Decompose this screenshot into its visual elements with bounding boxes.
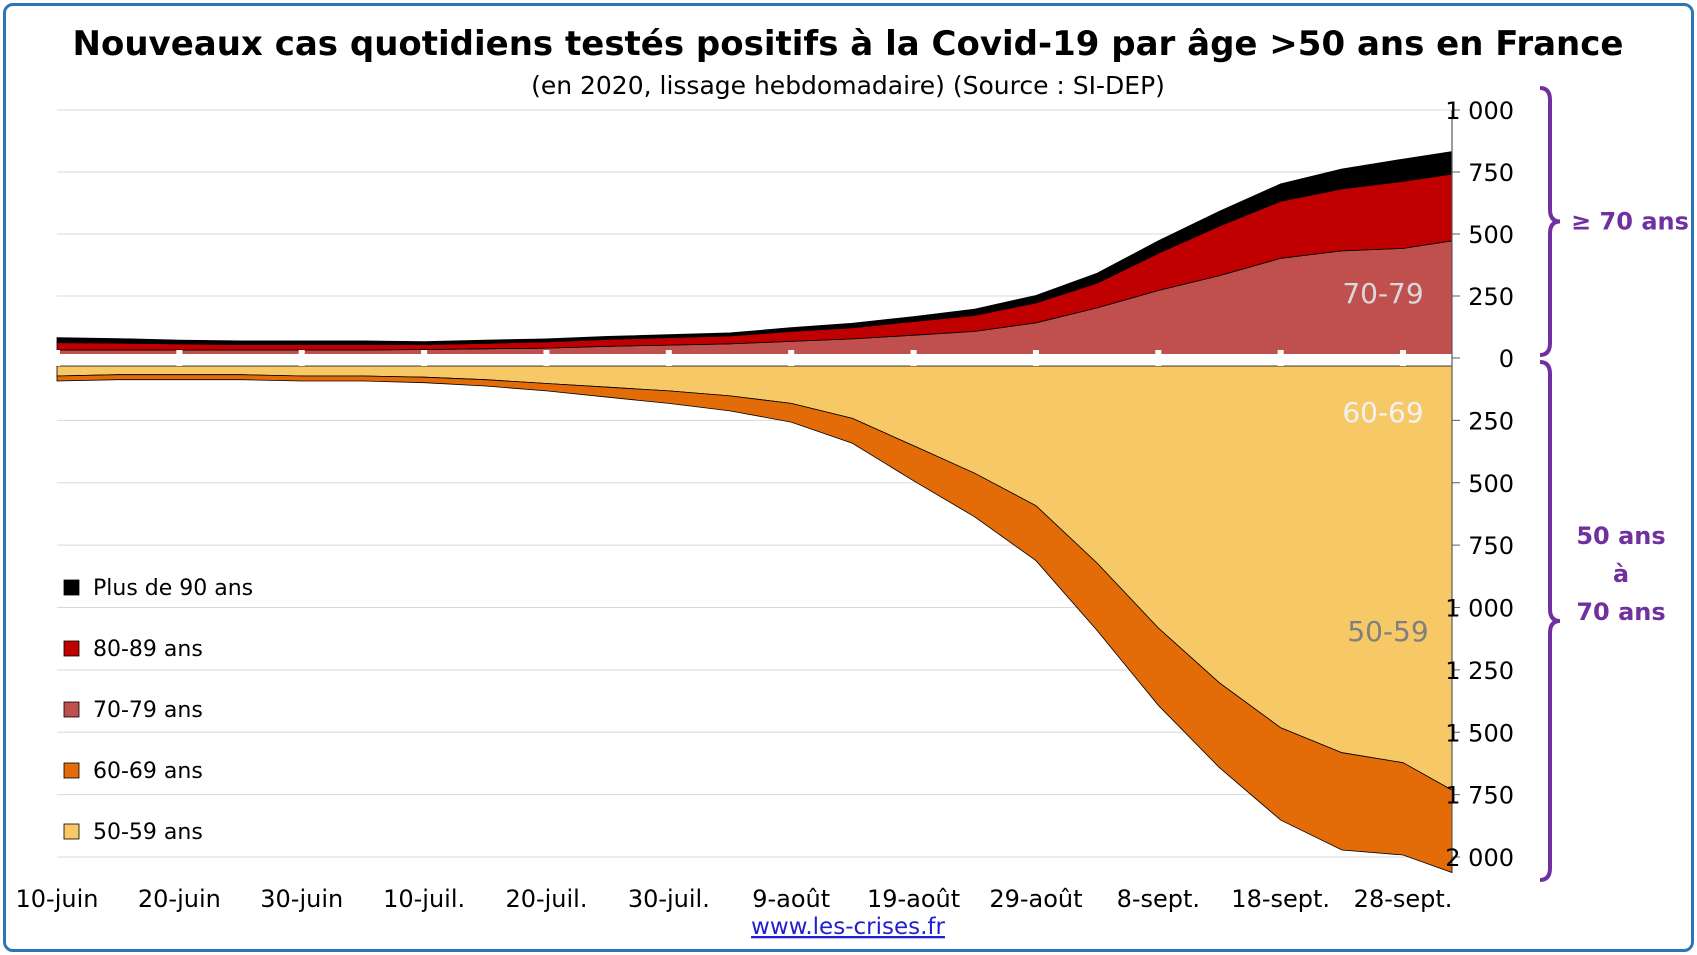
y-axis: 1 000 750 500 250 0 250 500 750 1 000 1 250 1 500 1… [1445, 97, 1514, 872]
area-series [56, 151, 1453, 874]
legend-swatch [63, 579, 80, 596]
y-tick-label: 1 250 [1445, 657, 1514, 685]
x-tick-label: 19-août [867, 885, 960, 913]
zero-band [57, 354, 1452, 362]
series-label: 50-59 [1347, 615, 1428, 648]
y-tick-label: 0 [1499, 345, 1514, 373]
legend-swatch [63, 640, 80, 657]
chart-title: Nouveaux cas quotidiens testés positifs … [73, 24, 1624, 64]
x-tick-label: 18-sept. [1231, 885, 1330, 913]
source-link[interactable]: www.les-crises.fr [751, 914, 945, 940]
y-tick-label: 1 500 [1445, 719, 1514, 747]
legend-swatch [63, 823, 80, 840]
y-tick-label: 1 000 [1445, 97, 1514, 125]
x-tick-mark [910, 350, 917, 366]
x-tick-mark [665, 350, 672, 366]
y-tick-label: 500 [1468, 221, 1514, 249]
bracket-label: 50 ans [1576, 522, 1665, 550]
y-tick-label: 1 000 [1445, 595, 1514, 623]
legend: Plus de 90 ans 80-89 ans 70-79 ans 60-69 an… [63, 576, 253, 845]
x-tick-mark [176, 350, 183, 366]
series-labels: 70-79 60-69 50-59 [1342, 277, 1428, 648]
x-tick-label: 20-juin [138, 885, 221, 913]
x-tick-label: 20-juil. [505, 885, 587, 913]
x-tick-label: 30-juin [260, 885, 343, 913]
x-tick-mark [1032, 350, 1039, 366]
x-tick-mark [788, 350, 795, 366]
bracket [1539, 86, 1561, 357]
series-label: 60-69 [1342, 396, 1423, 429]
x-tick-label: 10-juil. [383, 885, 465, 913]
x-tick-mark [543, 350, 550, 366]
zero-line [54, 350, 1452, 366]
y-tick-label: 1 750 [1445, 782, 1514, 810]
x-tick-mark [1400, 350, 1407, 366]
x-tick-label: 28-sept. [1354, 885, 1453, 913]
legend-label: 50-59 ans [93, 820, 203, 845]
x-tick-mark [54, 350, 60, 366]
series-label: 70-79 [1342, 277, 1423, 310]
x-tick-label: 29-août [989, 885, 1082, 913]
y-tick-label: 2 000 [1445, 844, 1514, 872]
y-tick-label: 250 [1468, 283, 1514, 311]
y-tick-label: 750 [1468, 532, 1514, 560]
x-tick-mark [298, 350, 305, 366]
legend-label: 80-89 ans [93, 637, 203, 662]
y-tick-label: 500 [1468, 470, 1514, 498]
age-brackets: ≥ 70 ans 50 ans à 70 ans [1539, 86, 1689, 882]
bracket-label: à [1613, 560, 1629, 588]
chart-subtitle: (en 2020, lissage hebdomadaire) (Source … [531, 71, 1165, 100]
legend-swatch [63, 701, 80, 718]
x-tick-mark [1155, 350, 1162, 366]
x-tick-mark [421, 350, 428, 366]
y-tick-label: 250 [1468, 407, 1514, 435]
y-tick-label: 750 [1468, 159, 1514, 187]
bracket-label: ≥ 70 ans [1571, 208, 1689, 236]
legend-label: 70-79 ans [93, 698, 203, 723]
x-tick-label: 30-juil. [628, 885, 710, 913]
x-tick-label: 9-août [752, 885, 830, 913]
bracket [1539, 360, 1561, 882]
legend-label: Plus de 90 ans [93, 576, 253, 601]
x-axis: 10-juin 20-juin 30-juin 10-juil. 20-juil. 30-… [16, 885, 1453, 913]
legend-swatch [63, 762, 80, 779]
legend-label: 60-69 ans [93, 759, 203, 784]
x-tick-mark [1277, 350, 1284, 366]
bracket-label: 70 ans [1576, 598, 1665, 626]
x-tick-label: 10-juin [16, 885, 99, 913]
x-tick-label: 8-sept. [1117, 885, 1200, 913]
